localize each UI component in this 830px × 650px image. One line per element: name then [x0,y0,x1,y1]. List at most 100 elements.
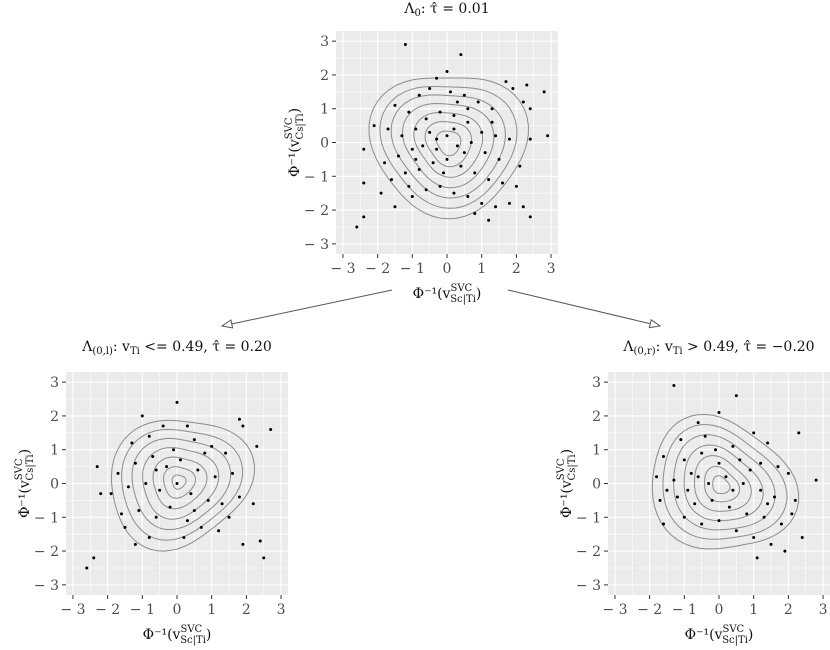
data-point [372,124,376,128]
data-point [362,181,366,185]
y-tick-label: 3 [592,375,601,391]
y-tick-label: − 1 [34,510,59,526]
data-point [717,411,721,415]
contour-line [651,413,800,550]
data-point [748,468,752,472]
data-point [507,201,511,205]
chart-title-separator: : [656,339,665,355]
data-point [421,144,425,148]
data-point [151,454,155,458]
data-point [773,495,776,499]
data-point [199,525,203,529]
chart-title-symbol: Λ [403,1,415,17]
data-point [717,461,721,465]
x-tick-label: 3 [547,261,556,277]
data-point [269,427,273,431]
data-point [455,144,459,148]
data-point [525,83,529,87]
data-point [783,549,787,553]
data-point [528,137,532,141]
data-point [741,482,745,485]
data-point [161,424,165,428]
data-point [455,100,459,104]
chart-title-symbol: Λ [622,339,634,355]
data-point [658,498,662,502]
data-point [185,519,189,523]
data-point [189,492,193,496]
data-point [165,465,169,469]
data-point [379,191,383,195]
data-point [206,498,210,502]
data-point [355,225,359,229]
data-point [435,137,439,141]
data-point [514,184,518,188]
data-point [424,188,428,192]
data-point [428,130,432,134]
x-tick-label: 0 [443,261,452,277]
chart-title-rest: <= 0.49, τ̂ = 0.20 [140,339,272,355]
data-point [445,134,449,138]
data-point [686,488,690,492]
contour-line [162,466,196,499]
y-axis-label-subscript: Cs|Ti [567,454,578,480]
data-point [116,471,120,475]
data-point [734,394,738,398]
arrow-to-right [507,289,660,326]
data-point [154,515,158,519]
data-point [487,218,491,222]
data-point [438,110,442,114]
y-axis-label-superscript: SVC [14,458,25,480]
data-point [814,478,818,482]
x-tick-label: 2 [242,602,251,618]
data-point [466,195,470,199]
data-point [714,448,718,452]
x-axis-label-superscript: SVC [722,624,744,635]
data-point [172,448,176,452]
y-tick-label: − 2 [576,544,601,560]
data-point [175,482,179,485]
x-tick-label: 3 [819,602,828,618]
contour-line [131,437,232,531]
data-point [178,458,182,462]
y-tick-label: 1 [320,102,329,118]
data-point [123,525,127,529]
y-tick-label: 0 [50,477,59,493]
data-point [528,107,532,111]
data-point [466,107,470,111]
x-axis-label-subscript: Sc|Ti [722,635,748,646]
data-point [679,438,683,442]
data-point [185,424,189,428]
data-point [707,482,711,485]
x-axis-label: Φ⁻¹(vSVC Sc|Ti) [143,624,212,646]
x-axis-label-suffix: ) [206,627,211,643]
data-point [99,492,103,496]
chart-title: Λ(0,r): vTi > 0.49, τ̂ = −0.20 [622,339,814,357]
data-point [241,542,245,546]
data-point [140,414,144,418]
x-axis-label-prefix: Φ⁻¹(v [413,286,451,302]
data-point [497,157,501,161]
data-point [452,127,456,131]
data-point [476,100,480,104]
data-point [542,90,546,94]
y-axis-label-superscript: SVC [556,458,567,480]
contour-line [379,86,518,209]
data-point [494,205,498,209]
data-point [126,485,130,489]
data-point [759,461,763,465]
x-axis-label-suffix: ) [476,286,481,302]
arrow-to-left [222,289,393,326]
y-tick-label: − 1 [576,510,601,526]
data-point [92,556,96,560]
data-point [459,164,463,168]
x-axis-label-prefix: Φ⁻¹(v [143,627,181,643]
data-point [251,502,255,506]
x-tick-label: 1 [207,602,216,618]
data-point [793,498,797,502]
data-point [717,519,721,523]
x-tick-label: 0 [715,602,724,618]
data-point [175,400,179,404]
x-tick-label: − 3 [330,261,355,277]
data-point [752,431,756,435]
